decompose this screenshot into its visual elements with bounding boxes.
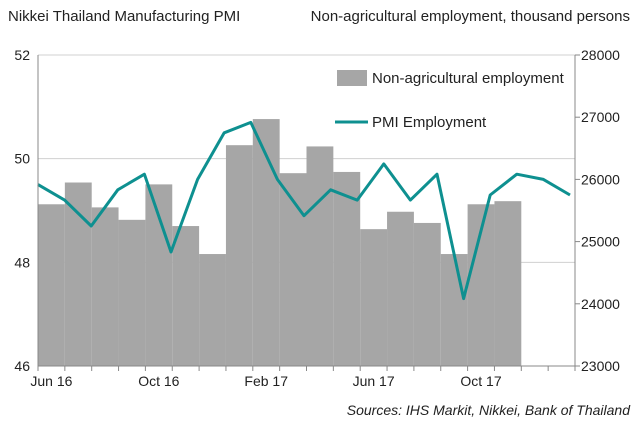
right-tick-label: 27000	[581, 109, 620, 125]
employment-bar	[252, 119, 280, 366]
employment-bar	[38, 204, 65, 366]
employment-bar	[440, 254, 468, 366]
x-tick-label: Jun 17	[353, 373, 395, 389]
employment-bar	[145, 184, 173, 366]
right-tick-label: 23000	[581, 358, 620, 374]
right-tick-label: 26000	[581, 171, 620, 187]
left-tick-label: 46	[14, 358, 30, 374]
employment-bar	[387, 211, 414, 366]
employment-bar	[333, 171, 361, 366]
employment-bar	[199, 254, 226, 366]
left-tick-label: 48	[14, 254, 30, 270]
right-tick-label: 28000	[581, 47, 620, 63]
employment-bar	[413, 222, 441, 366]
employment-bar	[172, 226, 200, 366]
right-tick-label: 24000	[581, 296, 620, 312]
employment-bar	[494, 201, 522, 366]
employment-bar	[225, 145, 253, 366]
employment-bar	[64, 182, 92, 366]
legend-label-pmi: PMI Employment	[372, 114, 487, 131]
employment-bar	[91, 207, 119, 366]
source-note: Sources: IHS Markit, Nikkei, Bank of Tha…	[346, 402, 630, 418]
left-tick-label: 50	[14, 151, 30, 167]
legend-label-employment: Non-agricultural employment	[372, 70, 565, 87]
legend-swatch-employment	[337, 70, 367, 86]
left-tick-label: 52	[14, 47, 30, 63]
x-tick-label: Oct 16	[138, 373, 179, 389]
pmi-employment-line	[37, 120, 571, 301]
right-axis-title: Non-agricultural employment, thousand pe…	[310, 8, 630, 25]
employment-bar	[360, 229, 388, 366]
employment-bar	[279, 173, 307, 366]
x-tick-label: Feb 17	[244, 373, 288, 389]
employment-bar	[306, 146, 334, 366]
x-tick-label: Oct 17	[460, 373, 501, 389]
x-tick-label: Jun 16	[30, 373, 72, 389]
right-tick-label: 25000	[581, 234, 620, 250]
employment-bar	[118, 219, 146, 366]
left-axis-title: Nikkei Thailand Manufacturing PMI	[8, 8, 241, 25]
